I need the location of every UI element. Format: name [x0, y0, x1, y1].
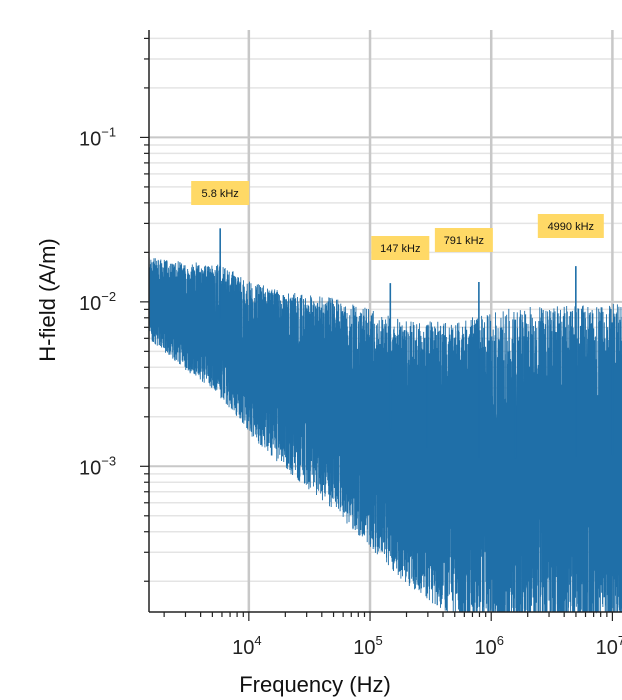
annotation-label: 147 kHz: [380, 243, 420, 255]
x-tick-label: 105: [353, 633, 382, 659]
annotation-badge: 791 kHz: [434, 228, 493, 252]
annotation-badge: 147 kHz: [371, 236, 430, 260]
y-axis-title: H-field (A/m): [35, 238, 60, 361]
x-tick-label: 104: [232, 633, 261, 659]
series-layer: [148, 228, 622, 614]
annotation-box: [191, 181, 250, 205]
annotation-badge: 5.8 kHz: [191, 181, 250, 205]
labels-layer: Frequency (Hz) H-field (A/m): [35, 238, 391, 697]
x-axis-title: Frequency (Hz): [239, 672, 391, 697]
annotation-label: 4990 kHz: [548, 221, 594, 233]
annotation-label: 5.8 kHz: [202, 188, 239, 200]
spectrum-line: [148, 257, 622, 614]
annotation-box: [537, 214, 604, 238]
y-tick-label: 10−3: [79, 453, 116, 479]
annotation-label: 791 kHz: [444, 235, 484, 247]
x-tick-label: 107: [596, 633, 622, 659]
x-tick-label: 106: [474, 633, 503, 659]
axes-layer: 104 105 106 107 10−1 10−2 10−3: [79, 30, 622, 659]
annotation-box: [434, 228, 493, 252]
annotation-layer: 5.8 kHz 147 kHz 791 kHz 4990 kHz: [191, 181, 604, 260]
y-tick-label: 10−1: [79, 124, 116, 150]
annotation-box: [371, 236, 430, 260]
y-tick-label: 10−2: [79, 289, 116, 315]
annotation-badge: 4990 kHz: [537, 214, 604, 238]
